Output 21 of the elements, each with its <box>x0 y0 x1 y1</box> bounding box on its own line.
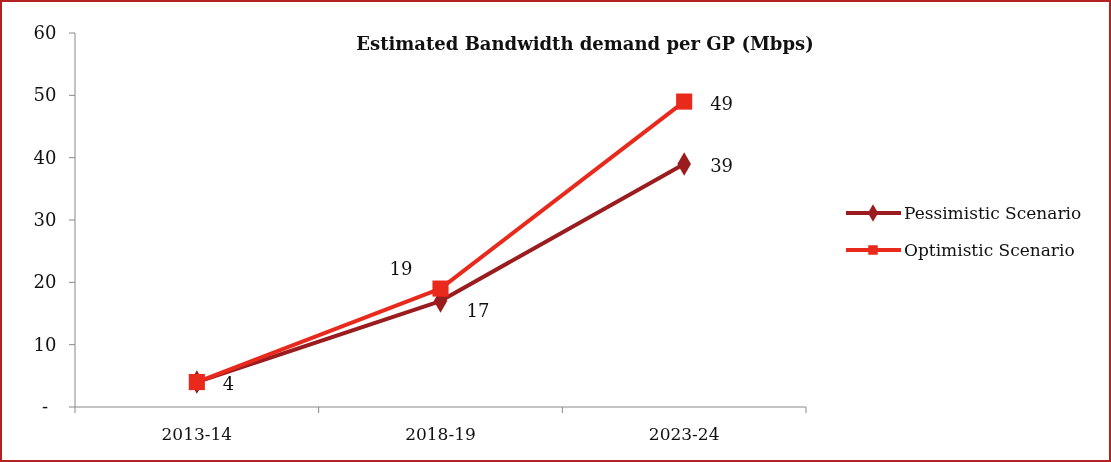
y-tick-label: 50 <box>33 84 57 106</box>
x-tick-label: 2023-24 <box>648 424 720 444</box>
y-tick-label: - <box>41 396 49 417</box>
point <box>188 374 205 391</box>
y-tick-label: 20 <box>33 271 57 293</box>
chart-title: Estimated Bandwidth demand per GP (Mbps) <box>356 33 814 54</box>
point <box>676 93 693 110</box>
point <box>432 280 449 297</box>
data-label: 19 <box>389 257 413 279</box>
legend-label: Optimistic Scenario <box>904 240 1075 260</box>
y-tick-label: 30 <box>33 209 57 230</box>
data-label: 4 <box>222 373 235 395</box>
data-label: 49 <box>710 92 734 114</box>
data-label: 17 <box>466 300 490 322</box>
x-tick-label: 2018-19 <box>405 424 476 444</box>
data-label: 39 <box>710 154 734 176</box>
x-tick-label: 2013-14 <box>161 424 233 444</box>
y-tick-label: 60 <box>33 22 57 43</box>
y-tick-label: 10 <box>33 333 57 355</box>
legend-label: Pessimistic Scenario <box>904 203 1082 223</box>
y-tick-label: 40 <box>33 146 57 168</box>
